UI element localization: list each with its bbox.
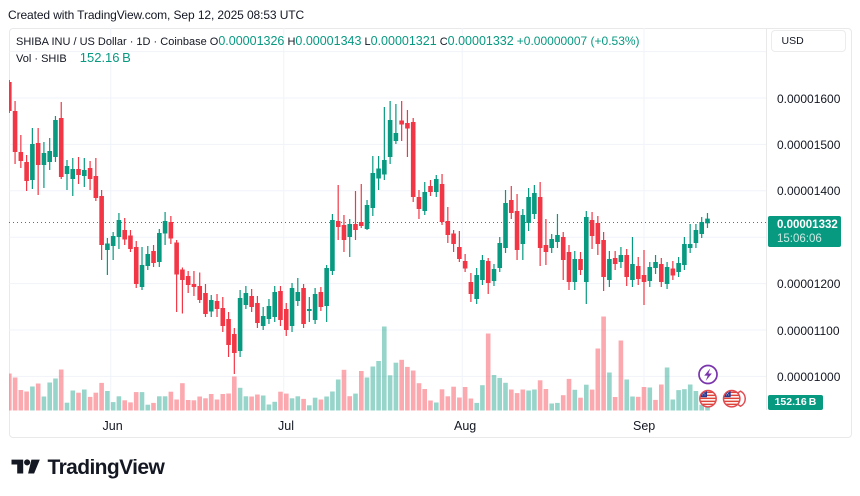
svg-text:TradingView: TradingView — [48, 459, 166, 479]
